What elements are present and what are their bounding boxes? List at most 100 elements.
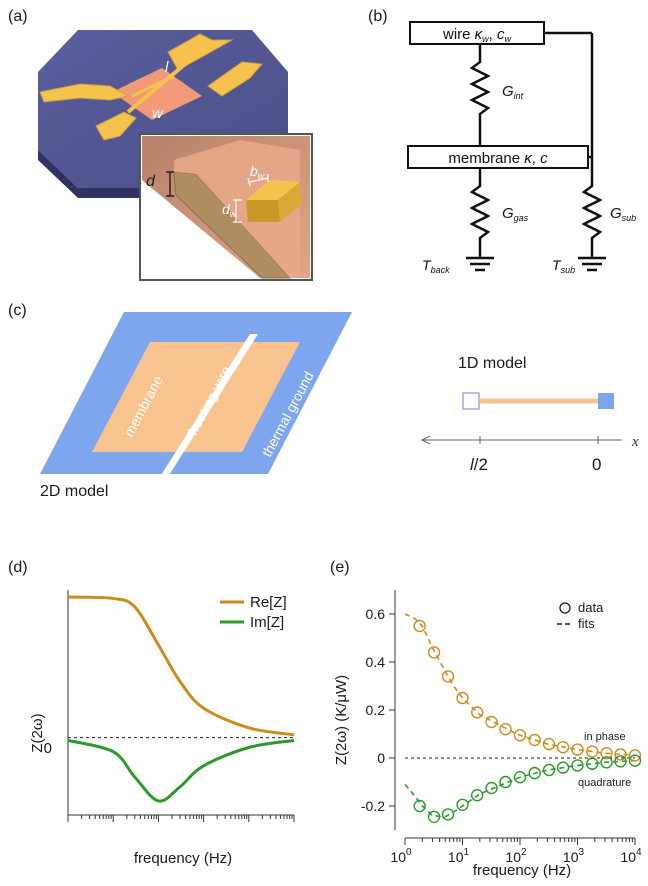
chart-e-point-in-phase bbox=[556, 740, 570, 754]
panel-e-label: (e) bbox=[330, 559, 350, 576]
legend-fits-label: fits bbox=[578, 616, 595, 631]
ground-back-icon bbox=[466, 256, 494, 272]
chart-e-point-in-phase bbox=[485, 715, 498, 729]
chart-e-point-in-phase bbox=[614, 748, 627, 761]
chart-e-xlabel: frequency (Hz) bbox=[473, 862, 571, 879]
x-axis-var: x bbox=[631, 434, 639, 450]
inset-wire-side bbox=[278, 182, 302, 222]
device-illustration: l w d dw bw bbox=[38, 30, 313, 281]
heating-wire-line bbox=[126, 58, 192, 114]
chart-e-point-quadrature bbox=[499, 775, 512, 789]
ground-sub-icon bbox=[578, 256, 606, 272]
chart-e-point-in-phase bbox=[542, 737, 556, 751]
chart-e-y-tick-label: 0.6 bbox=[366, 606, 386, 622]
chart-d-ylabel: Z(2ω) bbox=[29, 713, 46, 752]
wire-pad-left bbox=[39, 83, 130, 103]
chart-e-point-quadrature bbox=[456, 798, 469, 811]
chart-e-point-quadrature bbox=[413, 799, 426, 813]
legend-data-swatch bbox=[559, 602, 571, 614]
chart-e-y-tick-label: -0.2 bbox=[361, 798, 385, 814]
wire-box-label: wire κw, cw bbox=[442, 26, 512, 44]
chart-e-point-in-phase bbox=[441, 670, 455, 683]
legend-im-label: Im[Z] bbox=[250, 614, 284, 631]
dim-w-label: w bbox=[152, 105, 164, 122]
legend-data-label: data bbox=[578, 600, 604, 615]
one-d-end-fixed bbox=[598, 393, 614, 409]
panel-a-label: (a) bbox=[8, 8, 28, 25]
panel-d: (d) Z(2ω) frequency (Hz) 0 Re[Z] Im[Z] bbox=[0, 545, 320, 886]
chart-e-point-in-phase bbox=[427, 646, 441, 659]
g-gas-label: Ggas bbox=[502, 205, 529, 223]
chart-e-point-quadrature bbox=[585, 757, 599, 770]
chart-e-point-in-phase bbox=[528, 733, 541, 747]
chart-e-x-tick-label: 103 bbox=[563, 847, 585, 865]
g-int-label: Gint bbox=[502, 83, 524, 101]
chart-e-ylabel: Z(2ω) (K/μW) bbox=[333, 675, 350, 765]
chart-e-point-quadrature bbox=[600, 756, 613, 769]
inset-wire-top bbox=[246, 180, 300, 200]
chart-e-point-quadrature bbox=[485, 781, 498, 795]
chart-e-point-quadrature bbox=[470, 788, 484, 802]
panel-c-label: (c) bbox=[8, 302, 27, 319]
dim-bw-label: bw bbox=[250, 163, 265, 181]
chart-e-point-quadrature bbox=[528, 766, 541, 780]
chart-e-point-quadrature bbox=[614, 755, 627, 768]
g-gas-resistor bbox=[469, 168, 491, 258]
chart-d-y-zero: 0 bbox=[44, 740, 52, 757]
t-back-label: Tback bbox=[422, 257, 450, 275]
tick-zero: 0 bbox=[592, 455, 601, 474]
t-sub-label: Tsub bbox=[552, 257, 575, 275]
chart-e-point-quadrature bbox=[556, 761, 570, 774]
panel-a: (a) l w bbox=[0, 0, 320, 290]
annot-quadrature: quadrature bbox=[578, 777, 631, 789]
tick-l-half: l/2 bbox=[470, 455, 488, 474]
membrane-box-label: membrane κ, c bbox=[448, 150, 548, 167]
chart-e-point-in-phase bbox=[499, 722, 512, 736]
dim-d-label: d bbox=[146, 173, 156, 190]
panel-e: (e) Z(2ω) (K/μW) frequency (Hz) 0.6 0.4 0.… bbox=[320, 545, 648, 886]
panel-d-label: (d) bbox=[8, 559, 28, 576]
model-illustration: membrane heating wire thermal ground 2D … bbox=[40, 312, 639, 500]
heating-wire-gap bbox=[158, 334, 258, 480]
model-2d-label: 2D model bbox=[40, 483, 108, 500]
chart-d-series-re bbox=[67, 595, 295, 737]
chart-e-point-in-phase bbox=[571, 743, 584, 756]
chart-e-point-quadrature bbox=[571, 759, 584, 772]
chart-e-y-tick-label: 0.2 bbox=[366, 702, 386, 718]
chart-d-xlabel: frequency (Hz) bbox=[134, 850, 232, 867]
chart-e-x-tick-label: 100 bbox=[390, 847, 412, 865]
wire-pad-right bbox=[207, 61, 264, 97]
x-axis-arrow-icon bbox=[420, 435, 431, 445]
chart-e-point-in-phase bbox=[513, 728, 527, 742]
panel-c: (c) membrane heating wire thermal ground… bbox=[0, 290, 648, 545]
chart-e-point-in-phase bbox=[456, 691, 469, 705]
chart-e-point-quadrature bbox=[513, 770, 527, 784]
chart-e-point-in-phase bbox=[413, 619, 426, 633]
chart-e-y-tick-label: 0 bbox=[377, 750, 385, 766]
legend-re-label: Re[Z] bbox=[250, 594, 287, 611]
chart-e-point-quadrature bbox=[427, 810, 441, 823]
inset-membrane-edge bbox=[173, 171, 292, 279]
chart-e-x-tick-label: 102 bbox=[505, 847, 527, 865]
chart-e-point-in-phase bbox=[600, 746, 613, 760]
chart-e-point-quadrature bbox=[441, 808, 455, 821]
model-1d-label: 1D model bbox=[458, 355, 526, 372]
chart-e-point-in-phase bbox=[628, 749, 642, 762]
g-sub-resistor bbox=[581, 180, 603, 258]
one-d-end-open bbox=[462, 392, 480, 410]
chart-e-point-quadrature bbox=[628, 754, 642, 767]
g-int-resistor bbox=[469, 44, 491, 146]
chart-e-x-tick-label: 101 bbox=[448, 847, 470, 865]
chart-e-point-in-phase bbox=[585, 745, 599, 758]
chart-e-point-quadrature bbox=[542, 763, 556, 777]
panel-b: (b) wire κw, cw membrane κ, c Gint Ggas … bbox=[320, 0, 648, 290]
dim-l-label: l bbox=[165, 59, 169, 76]
annot-in-phase: in phase bbox=[584, 731, 626, 743]
wire-pad-bottom bbox=[95, 111, 137, 141]
dim-dw-label: dw bbox=[222, 201, 237, 219]
chart-d: Z(2ω) frequency (Hz) 0 Re[Z] Im[Z] bbox=[29, 590, 295, 867]
chart-e: Z(2ω) (K/μW) frequency (Hz) 0.6 0.4 0.2 0 -0… bbox=[333, 590, 642, 879]
chart-e-x-tick-label: 104 bbox=[620, 847, 642, 865]
chart-e-point-in-phase bbox=[470, 706, 484, 719]
membrane-plane bbox=[92, 342, 300, 452]
